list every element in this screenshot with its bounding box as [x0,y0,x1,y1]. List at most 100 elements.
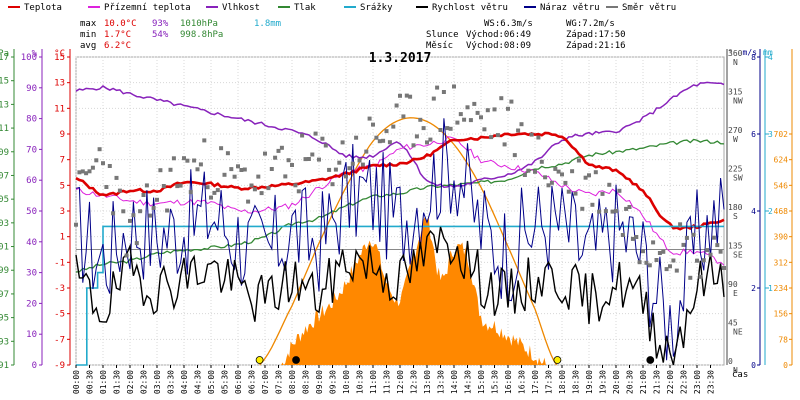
wind-direction-point [607,182,612,187]
wind-direction-point [104,185,109,189]
wind-direction-point [101,161,105,166]
wind-direction-point [350,161,355,166]
summary-min-press: 998.8hPa [180,30,223,40]
wind-direction-point [495,133,500,138]
tick-label-solar: 702 [774,130,789,139]
wind-direction-point [641,249,645,254]
tick-label-temperature: -5 [54,310,65,320]
wind-direction-points [74,84,726,280]
legend-label: Přízemní teplota [104,3,191,13]
tick-label-temperature: 15 [54,53,65,63]
summary-block: max 10.0°C 93% 1010hPa 1.8mm min 1.7°C 5… [80,19,281,51]
wind-direction-point [624,206,629,211]
x-axis-label: čas [732,369,748,380]
wind-direction-point [695,258,699,263]
x-tick-label: 07:00 [261,370,270,394]
wind-direction-point [718,249,723,254]
wind-direction-point [614,208,618,213]
right-axes: 0N45NE90E135SE180S225SW270W315NW360N°024… [726,48,793,375]
wind-direction-point [428,137,433,142]
wind-direction-point [107,164,112,168]
tick-label-direction: 45 [728,319,738,328]
info-ws: WS:6.3m/s [484,19,533,29]
wind-direction-point [516,128,521,133]
wind-direction-point [158,168,163,173]
wind-direction-point [566,189,571,194]
wind-direction-point [219,146,224,151]
wind-direction-point [408,94,413,99]
solar-radiation-area [281,216,546,365]
wind-direction-point [80,169,85,174]
tick-label-solar: 312 [774,258,789,267]
wind-direction-point [499,96,504,101]
wind-direction-point [161,184,166,188]
wind-direction-point [266,186,271,191]
wind-direction-point [654,258,659,262]
wind-direction-point [492,107,497,112]
summary-max-hum: 93% [152,19,169,29]
moonset-marker [646,356,655,364]
wind-direction-point [212,190,217,195]
tick-label-pressure: 1005 [0,195,9,205]
wind-direction-point [448,126,453,131]
x-tick-label: 13:00 [423,370,432,394]
wind-direction-point [340,140,345,145]
tick-label-pressure: 991 [0,361,9,371]
wind-direction-point [259,191,264,196]
tick-label-direction-compass: E [733,289,738,298]
wind-direction-point [519,122,524,127]
x-tick-label: 10:30 [356,370,365,394]
tick-label-rain: 1 [768,284,773,293]
tick-label-humidity: 0 [32,361,37,371]
wind-direction-point [182,156,186,161]
wind-direction-point [522,173,527,177]
x-tick-label: 19:30 [599,370,608,394]
wind-direction-point [77,170,82,175]
tick-label-pressure: 997 [0,290,9,300]
wind-direction-point [377,139,382,144]
wind-direction-point [529,132,534,137]
summary-min-label: min [80,30,96,40]
wind-direction-point [556,169,561,174]
wind-direction-point [171,156,176,161]
wind-direction-point [263,151,267,156]
series-line-humidity [75,81,725,188]
series-line-rain [76,225,724,366]
tick-label-direction: 270 [728,126,743,135]
wind-direction-point [371,122,375,127]
wind-direction-point [536,135,541,140]
wind-direction-point [711,235,716,240]
x-tick-label: 01:00 [99,370,108,394]
wind-direction-point [313,131,318,136]
wind-direction-point [414,134,419,139]
wind-direction-point [364,149,369,154]
legend-label: Náraz větru [540,3,600,13]
wind-direction-point [279,145,284,150]
wind-direction-point [225,151,230,156]
wind-direction-point [283,174,288,179]
x-tick-label: 06:30 [248,370,257,394]
wind-direction-point [256,174,261,179]
tick-label-pressure: 1003 [0,219,9,229]
tick-label-rain: 3 [768,130,773,139]
wind-direction-point [620,233,625,237]
tick-label-humidity: 60 [26,176,37,186]
wind-direction-point [330,182,335,187]
tick-label-pressure: 1011 [0,124,9,134]
wind-direction-point [600,191,605,196]
tick-label-humidity: 30 [26,269,37,279]
tick-label-direction-compass: SW [733,174,743,183]
wind-direction-point [87,169,92,174]
x-tick-label: 03:30 [167,370,176,394]
wind-direction-point [465,105,470,110]
tick-label-direction-compass: NE [733,328,743,337]
wind-direction-point [651,240,656,245]
x-tick-label: 23:30 [707,370,716,394]
x-tick-label: 14:00 [450,370,459,394]
wind-direction-point [151,205,156,210]
axis-unit-wind: m/s [743,48,758,57]
wind-direction-point [401,114,406,119]
wind-direction-point [435,85,440,90]
wind-direction-point [668,264,672,269]
info-moon-label: Měsíc [426,41,453,51]
